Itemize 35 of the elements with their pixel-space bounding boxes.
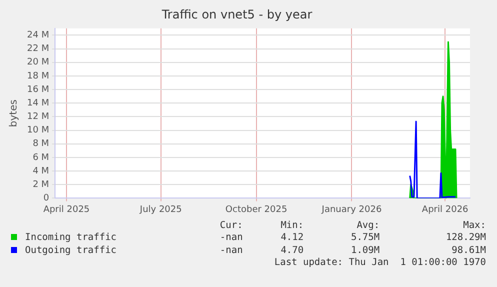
y-tick-label: 16 M bbox=[27, 84, 50, 95]
legend-label: Outgoing traffic bbox=[25, 245, 117, 256]
y-axis-title: bytes bbox=[8, 100, 20, 128]
text: 4.12 bbox=[280, 231, 304, 244]
x-tick-label: April 2025 bbox=[43, 204, 90, 215]
legend-label: Incoming traffic bbox=[25, 232, 117, 243]
y-tick-label: 24 M bbox=[27, 30, 50, 41]
text: Last update: Thu Jan 1 01:00:00 1970 bbox=[273, 257, 486, 268]
y-tick-label: 0 bbox=[43, 194, 50, 204]
y-tick-label: 14 M bbox=[27, 98, 50, 108]
text: Max: bbox=[462, 220, 486, 231]
text: 4.70 bbox=[280, 244, 304, 257]
y-tick-label: 22 M bbox=[27, 44, 50, 54]
x-tick-label: January 2026 bbox=[320, 204, 382, 215]
text: Cur: bbox=[218, 220, 243, 231]
y-tick-label: 6 M bbox=[32, 152, 50, 163]
text: 128.29M bbox=[444, 231, 486, 244]
text: 5.75M bbox=[350, 231, 380, 244]
x-tick-label: July 2025 bbox=[138, 204, 182, 215]
y-tick-label: 18 M bbox=[27, 71, 50, 82]
y-tick-label: 2 M bbox=[32, 180, 50, 190]
text: Avg: bbox=[356, 220, 380, 231]
text: 98.61M bbox=[450, 244, 486, 257]
text: 1.09M bbox=[350, 244, 380, 257]
y-tick-label: 20 M bbox=[27, 58, 50, 68]
chart-title: Traffic on vnet5 - by year bbox=[160, 7, 312, 22]
text: -nan bbox=[218, 231, 243, 244]
y-tick-label: 8 M bbox=[32, 139, 50, 150]
x-tick-label: October 2025 bbox=[225, 204, 288, 215]
y-tick-label: 12 M bbox=[27, 112, 50, 122]
text: Min: bbox=[280, 220, 304, 231]
y-tick-label: 10 M bbox=[27, 126, 50, 136]
x-tick-label: April 2026 bbox=[422, 204, 469, 215]
text: -nan bbox=[218, 244, 243, 257]
y-tick-label: 4 M bbox=[32, 166, 50, 176]
